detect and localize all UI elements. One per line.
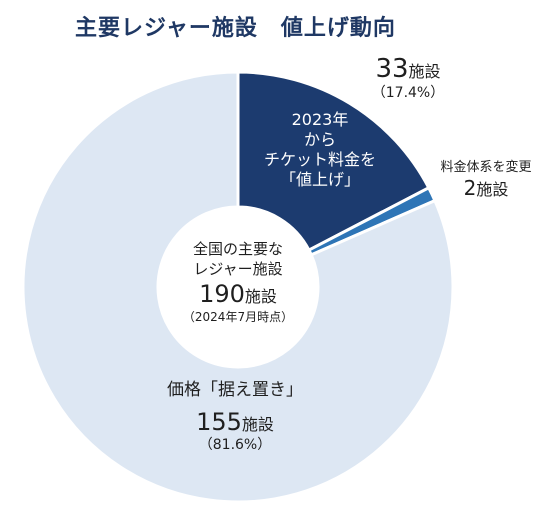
kept-unit: 施設 — [241, 415, 274, 435]
center-label-line-2: レジャー施設 — [193, 259, 283, 278]
kept-percent: （81.6%） — [198, 437, 272, 454]
changed-count: 2 — [463, 175, 477, 200]
center-label-line-1: 全国の主要な — [192, 240, 283, 258]
kept-count: 155 — [196, 408, 242, 437]
chart-title: 主要レジャー施設 値上げ動向 — [75, 16, 396, 41]
changed-label-text: 料金体系を変更 — [440, 160, 532, 175]
center-date: （2024年7月時点） — [182, 310, 294, 325]
raised-count: 33 — [375, 54, 409, 84]
center-total-value: 190 — [199, 280, 245, 308]
donut-hole — [158, 207, 318, 367]
center-label: 全国の主要な レジャー施設 190施設 （2024年7月時点） — [168, 240, 308, 326]
changed-slice-label: 料金体系を変更 2施設 — [430, 160, 542, 200]
raised-percent: （17.4%） — [371, 85, 445, 102]
raised-unit: 施設 — [408, 62, 441, 81]
raised-label-line-1: 2023年 — [291, 110, 349, 129]
changed-unit: 施設 — [476, 179, 509, 199]
raised-label-line-4: 「値上げ」 — [279, 170, 360, 189]
kept-label-text: 価格「据え置き」 — [167, 380, 303, 400]
raised-label-line-3: チケット料金を — [263, 150, 376, 169]
center-total-unit: 施設 — [244, 287, 277, 306]
kept-slice-label: 価格「据え置き」 155施設 （81.6%） — [160, 380, 310, 454]
raised-label-line-2: から — [303, 130, 336, 149]
raised-value-label: 33施設 （17.4%） — [348, 54, 468, 102]
raised-slice-label: 2023年 から チケット料金を 「値上げ」 — [250, 110, 390, 190]
